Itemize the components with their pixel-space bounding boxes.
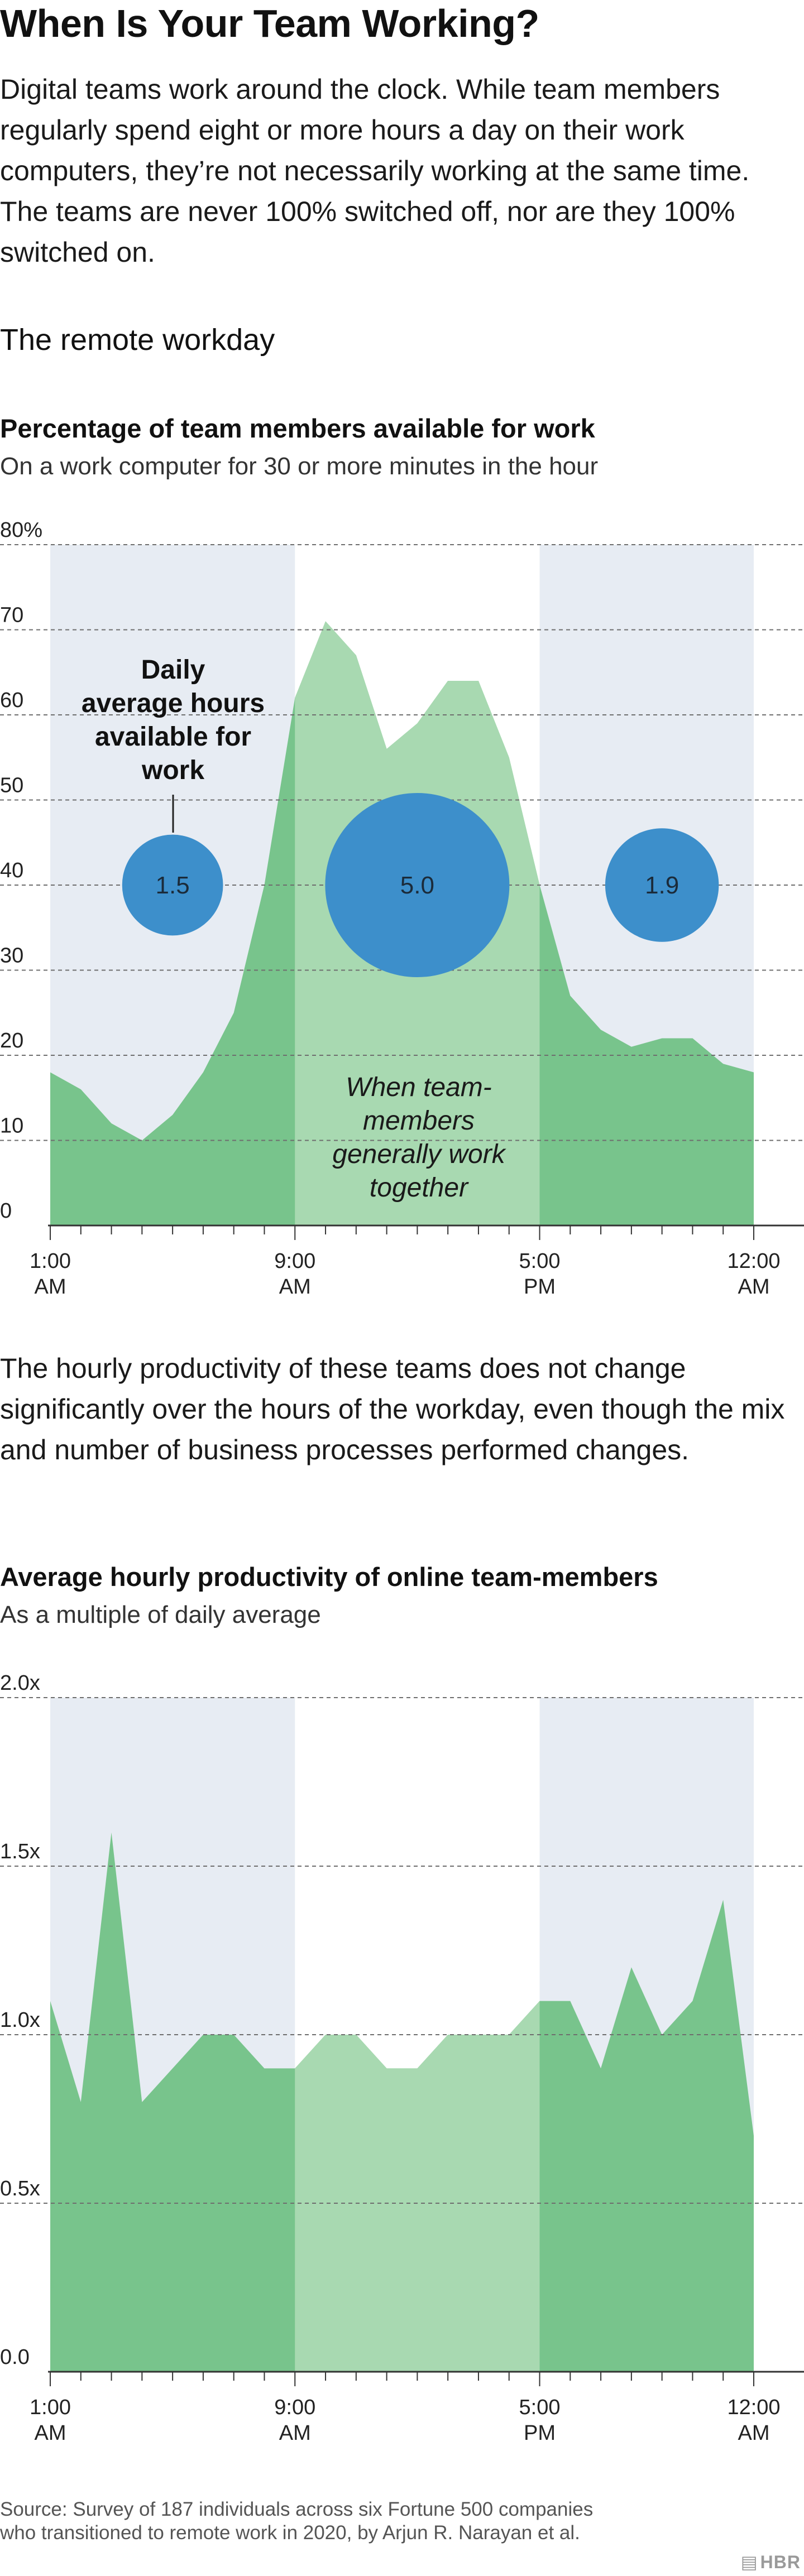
chart1-ytick-label-4: 30: [0, 944, 23, 968]
brand-label: HBR: [760, 2552, 801, 2572]
chart1-xtick-label-3: 5:00: [519, 1249, 561, 1273]
chart1-ytick-label-5: 40: [0, 859, 23, 882]
bubble-annotation-line-4: work: [141, 756, 204, 785]
chart2-xtick-sublabel-2: AM: [279, 2421, 311, 2445]
availability-bubble-3: [605, 828, 719, 942]
chart2-xtick-label-1: 1:00: [30, 2396, 71, 2419]
chart1-ytick-label-1: 0: [0, 1199, 12, 1223]
bubble-label-2: 5.0: [400, 872, 434, 899]
productivity-paragraph: The hourly productivity of these teams d…: [0, 1353, 785, 1465]
bubble-annotation-line-2: average hours: [82, 689, 265, 718]
chart1-ytick-label-9: 80%: [0, 518, 42, 542]
section-heading: The remote workday: [0, 323, 275, 357]
bubble-annotation-line-3: available for: [95, 722, 251, 752]
bubble-label-3: 1.9: [645, 872, 679, 899]
chart1-ytick-label-8: 70: [0, 604, 23, 627]
intro-paragraph: Digital teams work around the clock. Whi…: [0, 74, 750, 268]
overlap-annotation-line-1: When team-: [346, 1073, 491, 1102]
availability-bubble-1: [122, 834, 223, 936]
chart1-ytick-label-3: 20: [0, 1029, 23, 1052]
bubble-annotation-line-1: Daily: [141, 655, 205, 685]
chart1-xtick-label-4: 12:00: [727, 1249, 780, 1273]
overlap-annotation-line-2: members: [363, 1106, 475, 1136]
overlap-annotation-line-3: generally work: [332, 1140, 506, 1169]
chart1-title: Percentage of team members available for…: [0, 414, 595, 443]
page-title: When Is Your Team Working?: [0, 2, 539, 45]
chart1-ytick-label-7: 60: [0, 689, 23, 712]
chart1-xtick-sublabel-2: AM: [279, 1275, 311, 1295]
chart2-ytick-label-5: 2.0x: [0, 1671, 40, 1695]
chart2-area-highlight: [295, 2001, 540, 2372]
chart2-xtick-sublabel-1: AM: [35, 2421, 66, 2445]
overlap-annotation-line-4: together: [370, 1173, 469, 1203]
hbr-mark-icon: ▤: [740, 2552, 758, 2572]
chart2-ytick-label-2: 0.5x: [0, 2177, 40, 2200]
productivity-chart: 0.00.5x1.0x1.5x2.0x1:00AM9:00AM5:00PM12:…: [0, 1671, 804, 2445]
source-note: Source: Survey of 187 individuals across…: [0, 2498, 594, 2544]
chart1-xtick-label-1: 1:00: [30, 1249, 71, 1273]
bubble-label-1: 1.5: [156, 872, 190, 899]
chart1-xtick-sublabel-1: AM: [35, 1275, 66, 1295]
chart2-xtick-label-4: 12:00: [727, 2396, 780, 2419]
chart2-ytick-label-3: 1.0x: [0, 2008, 40, 2032]
chart2-ytick-label-4: 1.5x: [0, 1840, 40, 1863]
availability-chart: 01020304050607080%1:00AM9:00AM5:00PM12:0…: [0, 518, 804, 1295]
chart1-ytick-label-6: 50: [0, 774, 23, 797]
chart2-xtick-label-2: 9:00: [274, 2396, 315, 2419]
chart2-title: Average hourly productivity of online te…: [0, 1562, 658, 1592]
chart1-xtick-sublabel-3: PM: [524, 1275, 556, 1295]
chart2-xtick-sublabel-4: AM: [738, 2421, 770, 2445]
chart2-subtitle: As a multiple of daily average: [0, 1601, 321, 1628]
chart2-xtick-sublabel-3: PM: [524, 2421, 556, 2445]
brand-logo: ▤ HBR: [740, 2551, 801, 2573]
chart2-xtick-label-3: 5:00: [519, 2396, 561, 2419]
availability-bubble-2: [325, 793, 510, 977]
chart1-xtick-sublabel-4: AM: [738, 1275, 770, 1295]
chart1-xtick-label-2: 9:00: [274, 1249, 315, 1273]
chart1-subtitle: On a work computer for 30 or more minute…: [0, 453, 599, 480]
chart2-ytick-label-1: 0.0: [0, 2346, 30, 2369]
chart1-ytick-label-2: 10: [0, 1114, 23, 1138]
